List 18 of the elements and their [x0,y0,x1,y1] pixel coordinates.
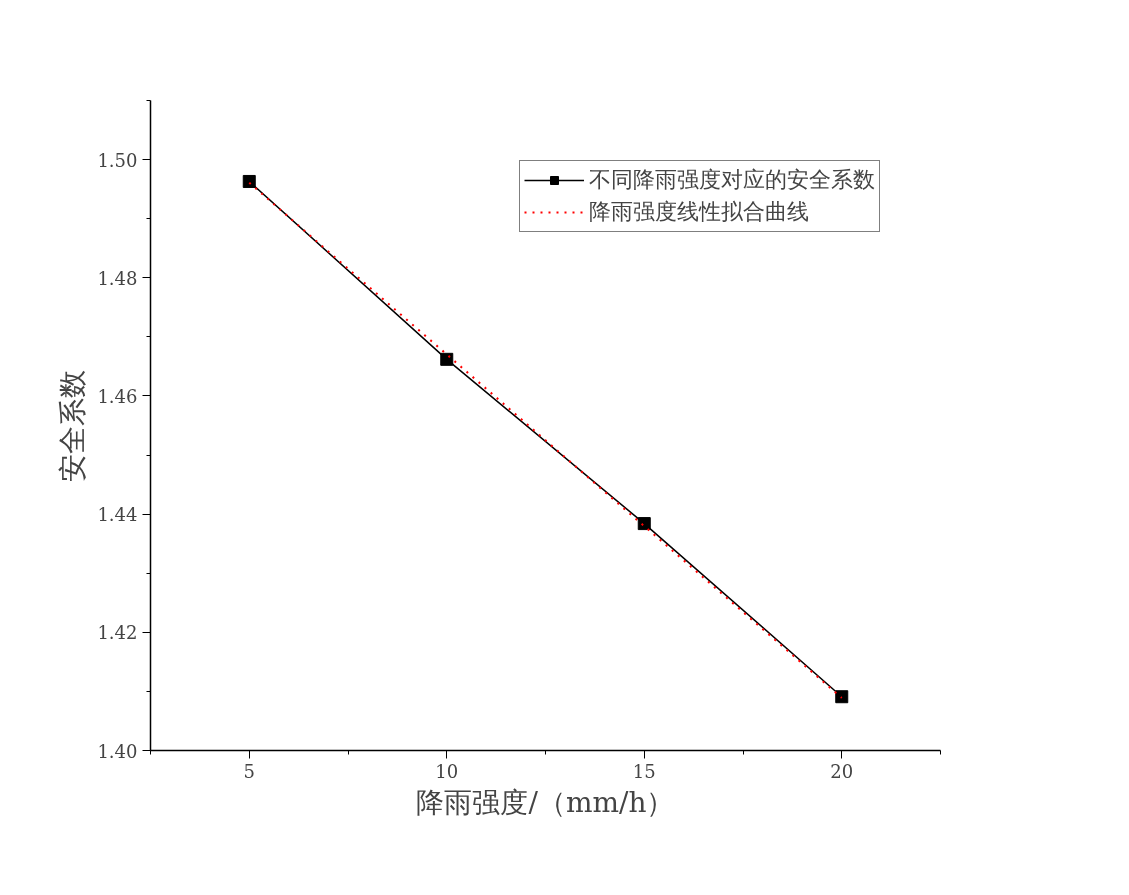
legend-label: 降雨强度线性拟合曲线 [589,198,809,226]
y-tick-label: 1.44 [97,504,138,526]
legend-label: 不同降雨强度对应的安全系数 [589,166,875,194]
point [242,174,256,188]
point [440,352,454,366]
y-tick-label: 1.48 [97,267,138,289]
y-axis-title: 安全系数 [56,369,90,482]
x-tick-label: 15 [632,760,656,782]
y-tick-label: 1.50 [97,149,138,171]
x-axis-title: 降雨强度/（mm/h） [416,785,675,819]
x-tick-label: 5 [243,760,255,782]
point [835,690,849,704]
y-tick-label: 1.46 [97,385,138,407]
x-tick-label: 20 [830,760,854,782]
point [637,517,651,531]
y-tick-label: 1.40 [97,740,138,762]
y-tick-label: 1.42 [97,622,138,644]
x-tick-label: 10 [435,760,459,782]
